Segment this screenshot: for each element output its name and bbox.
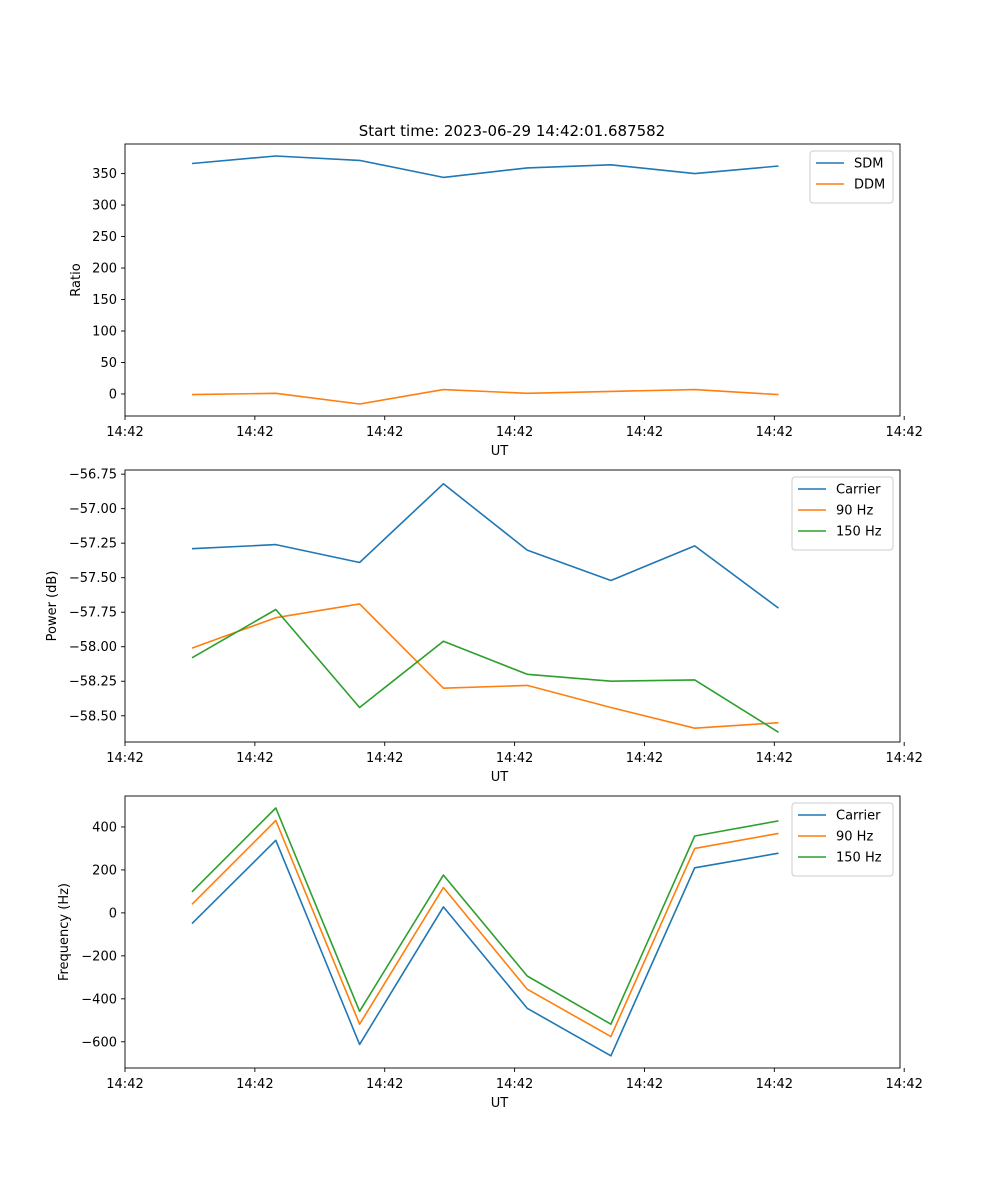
panel-1: 14:42 14:42 14:42 14:42 14:42 14:42 14:42 0 50 10… (69, 143, 923, 459)
y-tick-label: 0 (109, 387, 117, 402)
x-tick-label: 14:42 (236, 425, 273, 440)
y-tick-label: 50 (100, 356, 117, 371)
series-line-carrier (191, 482, 779, 609)
y-tick-label: 350 (92, 167, 117, 182)
y-tick-label: 200 (92, 863, 117, 878)
x-tick-label: 14:42 (366, 751, 403, 766)
x-tick-label: 14:42 (366, 1077, 403, 1092)
y-axis-label: Frequency (Hz) (57, 883, 72, 981)
series-line-150-hz (191, 807, 779, 1025)
x-tick-label: 14:42 (496, 425, 533, 440)
y-tick-label: −57.50 (69, 571, 117, 586)
y-tick-label: 100 (92, 325, 117, 340)
legend-label: 150 Hz (836, 851, 882, 866)
y-tick-label: 400 (92, 820, 117, 835)
legend-box (809, 150, 894, 204)
x-tick-label: 14:42 (106, 425, 143, 440)
y-tick-label: −58.50 (69, 709, 117, 724)
y-tick-label: −56.75 (69, 468, 117, 483)
x-tick-label: 14:42 (496, 751, 533, 766)
series-line-90-hz (191, 819, 779, 1038)
legend-label: DDM (854, 178, 885, 193)
figure-title: Start time: 2023-06-29 14:42:01.687582 (359, 122, 665, 140)
legend: Carrier 90 Hz 150 Hz (791, 802, 894, 877)
x-tick-label: 14:42 (106, 751, 143, 766)
y-tick-label: 0 (109, 906, 117, 921)
y-tick-label: −57.00 (69, 502, 117, 517)
x-tick-label: 14:42 (626, 425, 663, 440)
legend-label: Carrier (836, 809, 881, 824)
legend: SDM DDM (809, 150, 894, 204)
legend-label: SDM (854, 157, 883, 172)
plot-frame (124, 143, 901, 417)
y-tick-label: 150 (92, 293, 117, 308)
x-tick-label: 14:42 (885, 751, 922, 766)
x-tick-label: 14:42 (106, 1077, 143, 1092)
y-tick-label: 200 (92, 262, 117, 277)
x-tick-label: 14:42 (236, 751, 273, 766)
y-axis-label: Power (dB) (45, 571, 60, 642)
x-axis-label: UT (491, 1096, 509, 1111)
y-tick-label: −200 (81, 949, 117, 964)
series-line-carrier (191, 839, 779, 1057)
y-tick-label: −57.75 (69, 606, 117, 621)
y-tick-label: −57.25 (69, 537, 117, 552)
plot-frame (124, 795, 901, 1069)
panel-3: 14:42 14:42 14:42 14:42 14:42 14:42 14:42 −600 −… (57, 795, 923, 1111)
legend-label: 90 Hz (836, 504, 873, 519)
series-line-90-hz (191, 603, 779, 730)
series-line-150-hz (191, 608, 779, 733)
x-tick-label: 14:42 (626, 1077, 663, 1092)
x-tick-label: 14:42 (626, 751, 663, 766)
x-axis-label: UT (491, 444, 509, 459)
x-axis-label: UT (491, 770, 509, 785)
x-tick-label: 14:42 (756, 751, 793, 766)
x-tick-label: 14:42 (756, 1077, 793, 1092)
legend-label: Carrier (836, 483, 881, 498)
x-tick-label: 14:42 (496, 1077, 533, 1092)
series-line-ddm (191, 388, 779, 405)
legend-label: 90 Hz (836, 830, 873, 845)
x-tick-label: 14:42 (366, 425, 403, 440)
y-tick-label: −58.25 (69, 675, 117, 690)
y-tick-label: −400 (81, 992, 117, 1007)
y-tick-label: 300 (92, 199, 117, 214)
y-tick-label: −58.00 (69, 640, 117, 655)
panel-2: 14:42 14:42 14:42 14:42 14:42 14:42 14:42 −58.5… (45, 468, 923, 785)
x-tick-label: 14:42 (885, 425, 922, 440)
legend: Carrier 90 Hz 150 Hz (791, 476, 894, 551)
x-tick-label: 14:42 (236, 1077, 273, 1092)
legend-label: 150 Hz (836, 525, 882, 540)
y-tick-label: 250 (92, 230, 117, 245)
x-tick-label: 14:42 (885, 1077, 922, 1092)
y-tick-label: −600 (81, 1035, 117, 1050)
panels: 14:42 14:42 14:42 14:42 14:42 14:42 14:42 0 50 10… (45, 143, 923, 1111)
y-axis-label: Ratio (69, 263, 84, 296)
plot-frame (124, 469, 901, 743)
x-tick-label: 14:42 (756, 425, 793, 440)
series-line-sdm (191, 155, 779, 179)
